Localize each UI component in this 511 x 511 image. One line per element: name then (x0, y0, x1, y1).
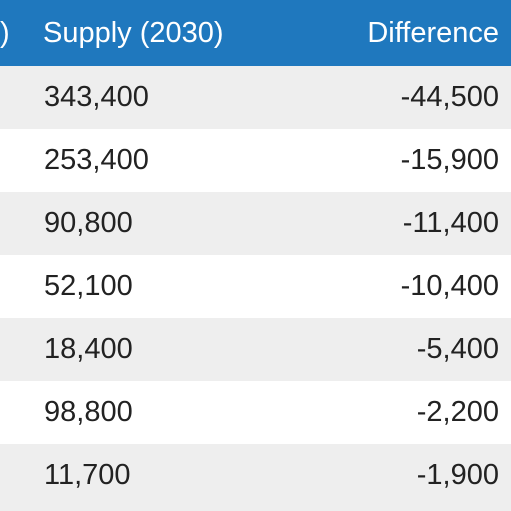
cell-difference: -44,500 (400, 81, 499, 113)
table-row: 11,700 -1,900 (0, 444, 511, 511)
cell-supply: 11,700 (44, 459, 131, 491)
column-header-difference: Difference (367, 17, 499, 49)
cell-supply: 90,800 (44, 207, 133, 239)
table-row: 52,100 -10,400 (0, 255, 511, 318)
cell-supply: 52,100 (44, 270, 133, 302)
table-row: 18,400 -5,400 (0, 318, 511, 381)
cell-difference: -1,900 (416, 459, 499, 491)
cell-difference: -10,400 (400, 270, 499, 302)
column-header-supply: Supply (2030) (43, 17, 224, 49)
table-header: ) Supply (2030) Difference (0, 0, 511, 66)
cell-supply: 343,400 (44, 81, 149, 113)
table-row: 98,800 -2,200 (0, 381, 511, 444)
cell-difference: -2,200 (416, 396, 499, 428)
table-row: 90,800 -11,400 (0, 192, 511, 255)
cell-supply: 18,400 (44, 333, 133, 365)
cell-supply: 98,800 (44, 396, 133, 428)
table-row: 343,400 -44,500 (0, 66, 511, 129)
cell-difference: -5,400 (416, 333, 499, 365)
cell-difference: -15,900 (400, 144, 499, 176)
column-header-partial: ) (0, 17, 10, 49)
cell-supply: 253,400 (44, 144, 149, 176)
table-row: 253,400 -15,900 (0, 129, 511, 192)
cell-difference: -11,400 (402, 207, 499, 239)
